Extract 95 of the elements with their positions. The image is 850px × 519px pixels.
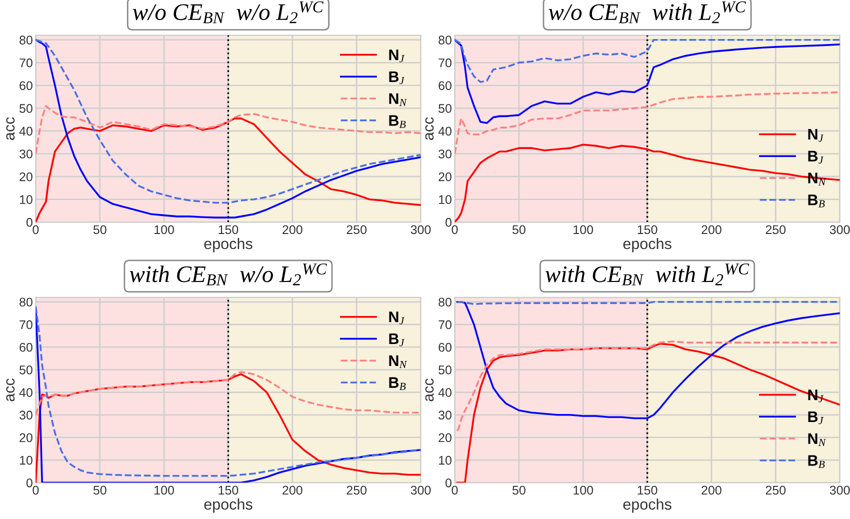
y-tick-label: 0 [446,478,452,488]
y-tick-label: 40 [438,126,452,136]
legend-label: N$_{N}$ [389,93,407,106]
x-tick-label: 150 [638,486,658,495]
y-tick-label: 20 [20,172,32,182]
line-series [454,38,840,124]
legend-label: B$_{J}$ [389,71,405,84]
y-tick-label: 10 [20,195,32,204]
x-tick-label: 300 [410,486,431,495]
y-tick-label: 30 [438,410,452,420]
y-tick-label: 70 [20,58,32,68]
chart-title: w/o CE$_{BN}$ w/o L$_{2}$$^{WC}$ [132,1,324,24]
x-tick-label: 0 [32,486,39,495]
y-tick-label: 40 [438,388,452,397]
x-tick-label: 250 [766,225,786,234]
legend-label: N$_{J}$ [389,50,405,62]
x-tick-label: 200 [702,225,722,234]
x-axis-title: epochs [204,238,252,252]
y-tick-label: 50 [438,104,452,113]
legend-label: N$_{J}$ [808,129,824,142]
x-tick-label: 300 [410,225,431,234]
y-tick-label: 30 [438,150,452,158]
x-tick-label: 100 [154,486,174,495]
x-tick-label: 0 [32,225,39,234]
y-tick-label: 50 [20,104,32,113]
legend-label: N$_{N}$ [808,433,826,446]
y-tick-label: 20 [438,433,452,442]
y-axis-title: acc [425,117,434,140]
y-tick-label: 80 [20,36,32,44]
x-tick-label: 250 [346,486,367,495]
chart-title: with CE$_{BN}$ w/o L$_{2}$$^{WC}$ [130,263,327,286]
line-series [36,371,421,416]
x-tick-label: 200 [702,486,722,495]
legend-label: B$_{J}$ [808,411,824,424]
x-tick-label: 100 [154,225,174,234]
x-tick-label: 150 [218,486,238,495]
x-tick-label: 250 [766,486,786,495]
x-tick-label: 300 [830,486,850,495]
y-axis-title: acc [425,378,434,402]
x-tick-label: 50 [93,225,106,234]
x-tick-label: 200 [282,225,302,234]
x-tick-label: 0 [452,486,458,495]
x-tick-label: 200 [282,486,302,495]
y-tick-label: 80 [438,298,452,307]
x-axis-title: epochs [623,498,672,513]
legend-label: B$_{B}$ [389,115,406,128]
legend-label: N$_{J}$ [389,312,405,324]
legend-label: B$_{J}$ [808,150,824,164]
y-tick-label: 40 [19,126,32,136]
y-tick-label: 10 [439,456,452,465]
chart-title: w/o CE$_{BN}$ with L$_{2}$$^{WC}$ [548,1,746,24]
y-tick-label: 30 [19,150,32,158]
y-tick-label: 60 [20,342,32,352]
y-tick-label: 70 [20,320,32,330]
x-tick-label: 150 [218,225,238,234]
x-tick-label: 250 [346,225,367,234]
y-tick-label: 10 [439,195,452,204]
y-tick-label: 30 [19,410,32,420]
line-series [454,38,840,83]
y-tick-label: 0 [446,218,452,227]
y-tick-label: 20 [438,172,452,182]
line-series [456,340,840,432]
chart-title: with CE$_{BN}$ with L$_{2}$$^{WC}$ [545,263,750,286]
y-tick-label: 70 [438,58,452,68]
y-tick-label: 0 [26,478,32,488]
y-tick-label: 70 [438,320,452,330]
y-tick-label: 40 [19,388,32,397]
y-tick-label: 50 [20,365,32,374]
y-tick-label: 80 [438,36,452,44]
y-tick-label: 50 [438,365,452,374]
x-tick-label: 50 [512,225,526,234]
x-tick-label: 150 [638,225,658,234]
x-tick-label: 100 [574,225,594,234]
x-axis-title: epochs [204,498,252,513]
y-axis-title: acc [6,117,15,140]
y-tick-label: 60 [20,81,32,90]
x-tick-label: 0 [452,225,458,234]
legend-label: B$_{B}$ [808,194,825,208]
x-tick-label: 300 [830,225,850,234]
legend-label: B$_{J}$ [389,334,405,346]
legend-label: N$_{N}$ [389,355,407,368]
y-tick-label: 10 [20,456,32,465]
y-tick-label: 60 [438,81,452,90]
legend-label: B$_{B}$ [389,377,406,390]
x-tick-label: 50 [93,486,106,495]
y-tick-label: 20 [20,433,32,442]
y-axis-title: acc [6,378,15,402]
y-tick-label: 60 [438,342,452,352]
x-axis-title: epochs [623,238,672,252]
x-tick-label: 50 [512,486,526,495]
x-tick-label: 100 [574,486,594,495]
y-tick-label: 0 [26,218,32,227]
y-tick-label: 80 [20,298,32,307]
legend-label: B$_{B}$ [808,455,825,468]
line-series [36,105,421,155]
